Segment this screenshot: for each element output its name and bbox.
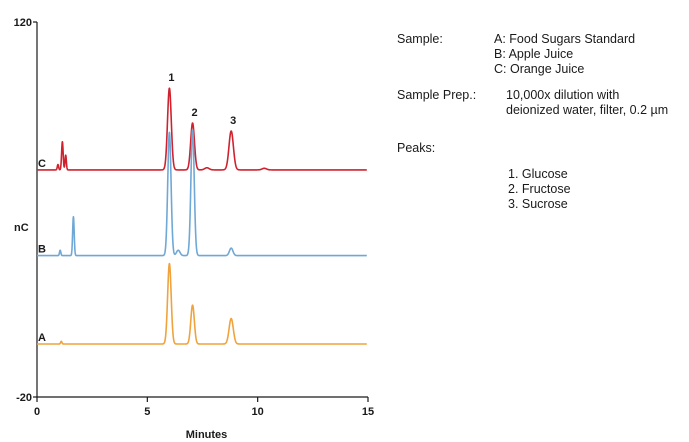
peak-number-label: 1 xyxy=(168,72,174,84)
peak-number-label: 3 xyxy=(230,115,236,127)
legend-sample-a: A: Food Sugars Standard xyxy=(494,32,636,46)
series-layer xyxy=(36,87,368,345)
x-tick-label: 0 xyxy=(34,406,40,418)
legend-peaks-key: Peaks: xyxy=(397,141,436,155)
series-line-a xyxy=(36,262,368,345)
legend-prep-values: 10,000x dilution with deionized water, f… xyxy=(506,88,687,118)
x-tick-label: 15 xyxy=(362,406,374,418)
legend-sample-values: A: Food Sugars Standard B: Apple Juice C… xyxy=(494,32,687,77)
series-label-c: C xyxy=(38,158,46,170)
x-axis-label: Minutes xyxy=(186,429,228,441)
legend-prep-line-2: deionized water, filter, 0.2 µm xyxy=(506,103,669,117)
chart-axes: 0 5 10 15 120 -20 Minutes nC xyxy=(14,17,374,441)
sample-legend: Sample: A: Food Sugars Standard B: Apple… xyxy=(397,32,687,212)
legend-peaks-row: Peaks: 1. Glucose 2. Fructose 3. Sucrose xyxy=(397,141,687,212)
legend-sample-c: C: Orange Juice xyxy=(494,62,585,76)
x-tick-label: 10 xyxy=(252,406,264,418)
series-label-b: B xyxy=(38,244,46,256)
series-label-a: A xyxy=(38,332,46,344)
y-tick-label: -20 xyxy=(16,392,32,404)
legend-sample-b: B: Apple Juice xyxy=(494,47,574,61)
series-line-c xyxy=(36,87,368,171)
y-axis-label: nC xyxy=(14,222,29,234)
legend-prep-row: Sample Prep.: 10,000x dilution with deio… xyxy=(397,88,687,122)
legend-peak-fructose: 2. Fructose xyxy=(508,182,571,196)
peak-number-label: 2 xyxy=(192,107,198,119)
legend-sample-key: Sample: xyxy=(397,32,443,46)
legend-peak-list: 1. Glucose 2. Fructose 3. Sucrose xyxy=(508,167,687,212)
legend-prep-key: Sample Prep.: xyxy=(397,88,477,102)
x-tick-label: 5 xyxy=(144,406,150,418)
legend-sample-row: Sample: A: Food Sugars Standard B: Apple… xyxy=(397,32,687,79)
labels-layer: C B A 1 2 3 xyxy=(38,72,236,344)
legend-peak-glucose: 1. Glucose xyxy=(508,167,568,181)
legend-prep-line-1: 10,000x dilution with xyxy=(506,88,620,102)
y-tick-label: 120 xyxy=(14,17,32,29)
series-line-b xyxy=(36,128,368,257)
legend-peak-sucrose: 3. Sucrose xyxy=(508,197,568,211)
